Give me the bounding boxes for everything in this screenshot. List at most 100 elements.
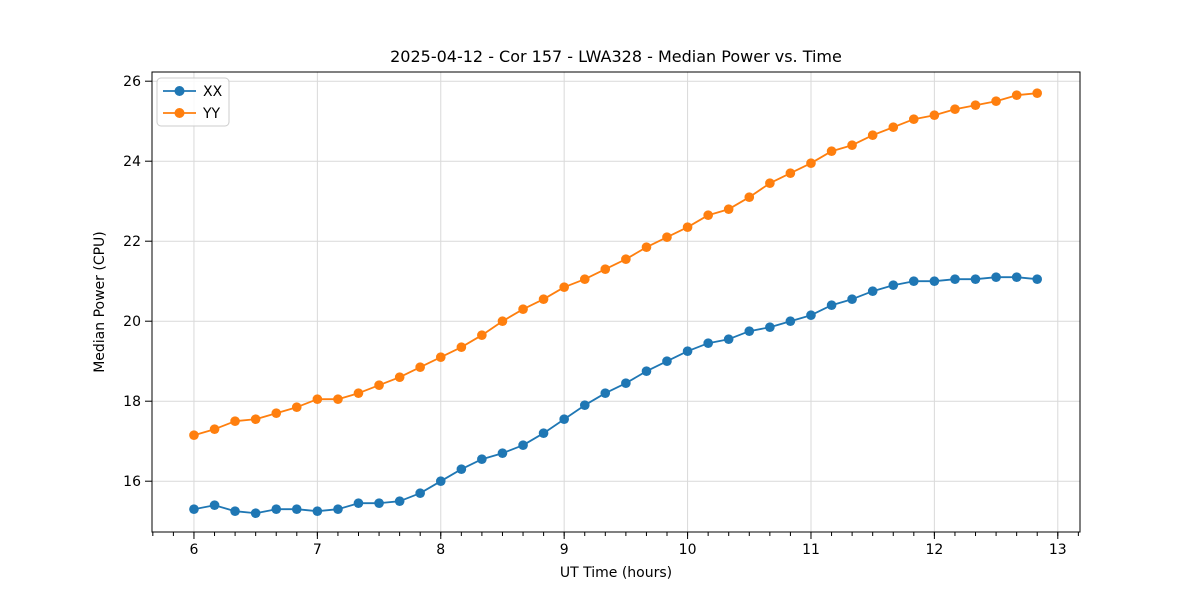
data-point-xx xyxy=(271,504,282,514)
data-point-yy xyxy=(847,140,857,150)
data-point-yy xyxy=(621,254,631,264)
data-point-xx xyxy=(291,504,302,514)
data-point-yy xyxy=(600,264,611,275)
chart-title: 2025-04-12 - Cor 157 - LWA328 - Median P… xyxy=(390,47,842,66)
x-tick-label: 6 xyxy=(189,542,198,558)
gridlines xyxy=(152,72,1080,532)
y-tick-label: 16 xyxy=(123,474,141,490)
data-point-xx xyxy=(456,464,467,475)
data-point-xx xyxy=(538,428,549,439)
data-point-yy xyxy=(929,110,940,120)
data-point-xx xyxy=(826,300,837,311)
data-point-yy xyxy=(312,394,323,405)
data-point-yy xyxy=(744,192,755,202)
data-point-yy xyxy=(250,414,261,425)
data-point-yy xyxy=(415,362,425,373)
data-point-yy xyxy=(435,352,446,363)
data-point-xx xyxy=(497,448,508,459)
data-point-yy xyxy=(1032,88,1042,98)
data-point-xx xyxy=(1032,274,1042,285)
series-line-xx xyxy=(193,276,1038,515)
data-point-xx xyxy=(908,276,919,287)
data-point-yy xyxy=(662,232,672,242)
data-point-xx xyxy=(1011,272,1022,283)
data-point-xx xyxy=(621,378,631,389)
data-point-yy xyxy=(950,104,960,114)
data-point-yy xyxy=(456,342,467,353)
data-point-xx xyxy=(950,274,960,285)
data-point-xx xyxy=(785,316,796,327)
data-point-xx xyxy=(230,506,240,516)
data-point-xx xyxy=(806,310,816,321)
data-point-xx xyxy=(559,414,569,425)
data-point-yy xyxy=(867,130,878,140)
data-point-yy xyxy=(189,430,199,441)
series-xx xyxy=(189,272,1042,518)
x-tick-label: 12 xyxy=(925,542,943,558)
data-point-yy xyxy=(785,168,796,178)
data-point-xx xyxy=(867,286,878,297)
data-point-xx xyxy=(209,500,220,511)
x-tick-label: 9 xyxy=(560,542,569,558)
data-point-yy xyxy=(518,304,528,315)
data-point-xx xyxy=(579,400,590,411)
data-point-yy xyxy=(333,394,343,405)
data-point-yy xyxy=(765,178,775,188)
y-tick-label: 18 xyxy=(123,394,141,410)
series-yy xyxy=(189,88,1042,441)
data-point-xx xyxy=(641,366,652,377)
data-point-xx xyxy=(374,498,384,509)
y-tick-label: 26 xyxy=(123,74,141,90)
legend-label-yy: YY xyxy=(202,106,221,122)
x-tick-label: 7 xyxy=(313,542,322,558)
data-point-yy xyxy=(394,372,405,383)
data-point-yy xyxy=(209,424,220,435)
legend: XX YY xyxy=(156,77,230,127)
data-point-yy xyxy=(991,96,1001,106)
data-point-xx xyxy=(353,498,364,509)
x-tick-label: 8 xyxy=(436,542,445,558)
x-axis-label: UT Time (hours) xyxy=(560,565,672,581)
data-point-xx xyxy=(394,496,405,507)
data-point-xx xyxy=(744,326,755,337)
y-tick-label: 24 xyxy=(123,154,141,170)
y-axis-label: Median Power (CPU) xyxy=(92,231,108,373)
data-point-xx xyxy=(991,272,1001,283)
data-point-xx xyxy=(888,280,899,291)
data-point-yy xyxy=(353,388,364,399)
data-point-xx xyxy=(765,322,775,333)
x-tick-label: 13 xyxy=(1049,542,1067,558)
data-point-xx xyxy=(600,388,611,399)
y-tick-label: 20 xyxy=(123,314,141,330)
data-point-yy xyxy=(806,158,816,168)
data-point-yy xyxy=(559,282,569,293)
data-point-xx xyxy=(415,488,425,499)
data-point-yy xyxy=(477,330,487,341)
data-point-yy xyxy=(230,416,240,427)
plot-border xyxy=(151,71,1081,533)
data-point-xx xyxy=(189,504,199,514)
data-point-xx xyxy=(312,506,323,516)
data-point-yy xyxy=(826,146,837,156)
series-layer xyxy=(189,88,1042,518)
data-point-xx xyxy=(929,276,940,287)
data-point-yy xyxy=(970,100,981,110)
data-point-yy xyxy=(538,294,549,305)
data-point-yy xyxy=(723,204,734,214)
data-point-xx xyxy=(518,440,528,451)
data-point-yy xyxy=(908,114,919,124)
data-point-yy xyxy=(271,408,282,419)
data-point-xx xyxy=(662,356,672,367)
data-point-yy xyxy=(1011,90,1022,100)
data-point-yy xyxy=(579,274,590,285)
data-point-xx xyxy=(333,504,343,514)
x-tick-label: 10 xyxy=(679,542,697,558)
axes: 6 7 8 9 10 11 12 13 16 18 20 22 24 26 xyxy=(123,74,1079,558)
y-tick-label: 22 xyxy=(123,234,141,250)
data-point-yy xyxy=(641,242,652,252)
data-point-xx xyxy=(847,294,857,305)
data-point-xx xyxy=(723,334,734,345)
data-point-xx xyxy=(703,338,713,349)
